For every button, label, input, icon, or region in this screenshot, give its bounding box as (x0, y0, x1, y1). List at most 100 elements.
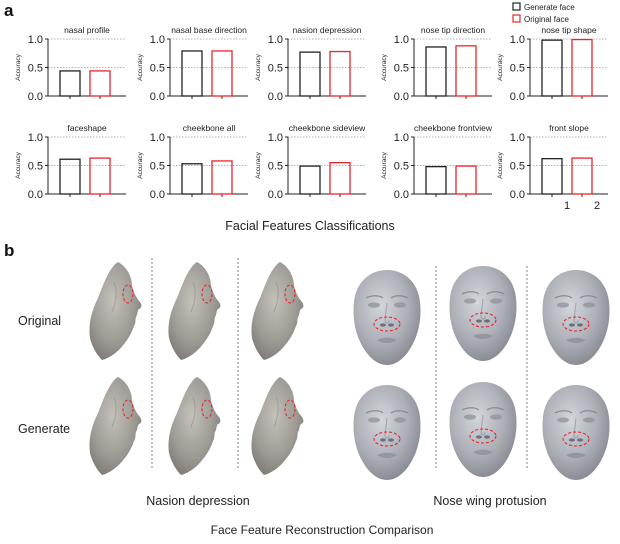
y-tick-label-0-nasion-depression: 0.0 (268, 91, 283, 103)
y-tick-label-0-faceshape: 0.0 (28, 189, 43, 201)
chart-title-faceshape: faceshape (67, 123, 106, 133)
panel-b-label: b (4, 241, 14, 260)
bar-original-front-slope (571, 157, 593, 195)
y-tick-label-0-nasal-profile: 0.0 (28, 91, 43, 103)
bar-original-nose-tip-direction (455, 45, 477, 97)
chart-title-cheekbone-frontview: cheekbone frontview (414, 123, 493, 133)
bar-original-nasal-base-direction (211, 50, 233, 97)
row-label-generate: Generate (18, 422, 70, 436)
y-tick-label-0-cheekbone-sideview: 0.0 (268, 189, 283, 201)
y-tick-label-2-nasal-profile: 1.0 (28, 34, 43, 46)
y-tick-label-1-cheekbone-sideview: 0.5 (268, 161, 283, 173)
section-a-title: Facial Features Classifications (225, 219, 395, 233)
chart-title-cheekbone-sideview: cheekbone sideview (289, 123, 366, 133)
bar-generate-nasal-base-direction (181, 50, 203, 97)
chart-title-nasal-profile: nasal profile (64, 25, 110, 35)
bar-generate-cheekbone-all (181, 163, 203, 195)
bar-original-cheekbone-frontview (455, 165, 477, 195)
bar-original-cheekbone-all (211, 160, 233, 195)
chart-title-cheekbone-all: cheekbone all (183, 123, 236, 133)
face-generate-1 (352, 384, 422, 481)
face-original-1 (352, 269, 422, 366)
bar-generate-nasal-profile (59, 70, 81, 97)
legend-generate-label: Generate face (524, 3, 575, 12)
caption-nose-wing: Nose wing protusion (433, 494, 546, 508)
y-tick-label-2-cheekbone-all: 1.0 (150, 132, 165, 144)
bar-generate-cheekbone-sideview (299, 165, 321, 195)
y-tick-label-0-front-slope: 0.0 (510, 189, 525, 201)
y-axis-label-cheekbone-sideview: Accuracy (255, 151, 262, 178)
y-tick-label-0-nose-tip-direction: 0.0 (394, 91, 409, 103)
y-tick-label-1-cheekbone-all: 0.5 (150, 161, 165, 173)
bar-original-faceshape (89, 157, 111, 195)
y-axis-label-nasal-profile: Accuracy (15, 53, 22, 80)
caption-reconstruction: Face Feature Reconstruction Comparison (211, 523, 434, 537)
panel-a-label: a (4, 1, 14, 20)
y-tick-label-0-nose-tip-shape: 0.0 (510, 91, 525, 103)
bar-original-cheekbone-sideview (329, 161, 351, 195)
profile-generate-1 (88, 376, 142, 476)
face-generate-3 (541, 384, 611, 481)
y-tick-label-1-nose-tip-direction: 0.5 (394, 63, 409, 75)
y-tick-label-1-faceshape: 0.5 (28, 161, 43, 173)
y-tick-label-2-nasion-depression: 1.0 (268, 34, 283, 46)
chart-title-nose-tip-shape: nose tip shape (541, 25, 597, 35)
profile-generate-3 (250, 376, 304, 476)
y-axis-label-faceshape: Accuracy (15, 151, 22, 178)
bar-original-nasal-profile (89, 70, 111, 97)
row-label-original: Original (18, 314, 61, 328)
y-tick-label-2-faceshape: 1.0 (28, 132, 43, 144)
y-tick-label-2-nose-tip-direction: 1.0 (394, 34, 409, 46)
y-tick-label-2-cheekbone-frontview: 1.0 (394, 132, 409, 144)
frontal-face-renders (352, 265, 611, 481)
charts-grid: nasal profile 0.0 0.5 1.0 Accuracy nasal base… (15, 25, 608, 201)
y-axis-label-cheekbone-all: Accuracy (137, 151, 144, 178)
y-tick-label-2-front-slope: 1.0 (510, 132, 525, 144)
bar-generate-nasion-depression (299, 51, 321, 97)
face-original-3 (541, 269, 611, 366)
caption-nasion-depression: Nasion depression (146, 494, 250, 508)
y-tick-label-1-cheekbone-frontview: 0.5 (394, 161, 409, 173)
bar-original-nose-tip-shape (571, 38, 593, 97)
profile-original-1 (88, 261, 142, 361)
y-tick-label-1-nose-tip-shape: 0.5 (510, 63, 525, 75)
profile-original-2 (167, 261, 221, 361)
divider-lines (151, 258, 528, 470)
chart-title-front-slope: front slope (549, 123, 589, 133)
y-tick-label-2-nasal-base-direction: 1.0 (150, 34, 165, 46)
bar-generate-nose-tip-shape (541, 39, 563, 97)
bar-generate-faceshape (59, 158, 81, 195)
y-tick-label-2-cheekbone-sideview: 1.0 (268, 132, 283, 144)
profile-generate-2 (167, 376, 221, 476)
legend-original-swatch (512, 14, 521, 23)
profile-original-3 (250, 261, 304, 361)
face-generate-2 (448, 381, 518, 478)
bar-generate-front-slope (541, 158, 563, 195)
y-tick-label-1-nasal-base-direction: 0.5 (150, 63, 165, 75)
y-axis-label-nasion-depression: Accuracy (255, 53, 262, 80)
face-original-2 (448, 265, 518, 362)
y-tick-label-0-cheekbone-frontview: 0.0 (394, 189, 409, 201)
y-tick-label-1-nasion-depression: 0.5 (268, 63, 283, 75)
bar-generate-cheekbone-frontview (425, 165, 447, 195)
chart-title-nasal-base-direction: nasal base direction (171, 25, 247, 35)
bar-generate-nose-tip-direction (425, 46, 447, 97)
profile-renders (88, 261, 304, 476)
legend-original-label: Original face (524, 15, 569, 24)
y-tick-label-0-cheekbone-all: 0.0 (150, 189, 165, 201)
chart-title-nose-tip-direction: nose tip direction (421, 25, 486, 35)
legend: Generate face Original face (512, 2, 575, 24)
x-tick-label-1: 1 (564, 200, 570, 212)
y-tick-label-1-nasal-profile: 0.5 (28, 63, 43, 75)
legend-generate-swatch (512, 2, 521, 11)
y-tick-label-0-nasal-base-direction: 0.0 (150, 91, 165, 103)
y-axis-label-nose-tip-direction: Accuracy (381, 53, 388, 80)
y-axis-label-front-slope: Accuracy (497, 151, 504, 178)
bar-original-nasion-depression (329, 50, 351, 97)
chart-title-nasion-depression: nasion depression (293, 25, 362, 35)
y-tick-label-1-front-slope: 0.5 (510, 161, 525, 173)
y-axis-label-nose-tip-shape: Accuracy (497, 53, 504, 80)
y-axis-label-cheekbone-frontview: Accuracy (381, 151, 388, 178)
y-axis-label-nasal-base-direction: Accuracy (137, 53, 144, 80)
